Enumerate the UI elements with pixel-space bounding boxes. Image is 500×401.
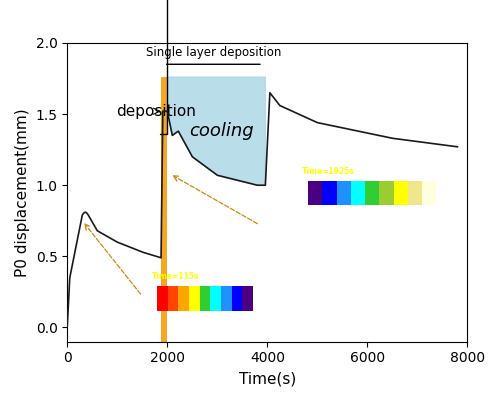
Y-axis label: P0 displacement(mm): P0 displacement(mm) [15, 108, 30, 277]
Text: deposition: deposition [116, 104, 196, 119]
Text: cooling: cooling [189, 122, 254, 140]
Text: Single layer deposition: Single layer deposition [146, 46, 281, 59]
X-axis label: Time(s): Time(s) [238, 371, 296, 386]
Bar [162, 77, 168, 342]
Polygon shape [168, 77, 266, 185]
